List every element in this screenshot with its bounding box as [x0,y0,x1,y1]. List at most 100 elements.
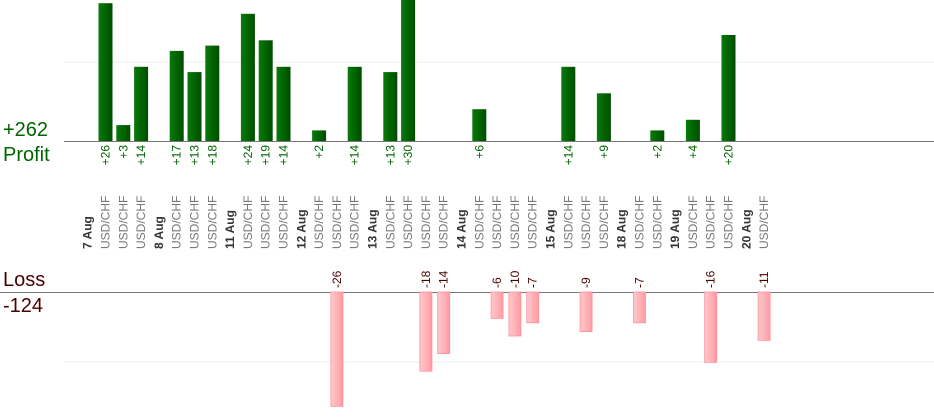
loss-bar [579,291,593,332]
day-date-label: 12 Aug [294,209,308,249]
profit-bar [347,66,362,141]
trade-symbol-label: USD/CHF [241,196,255,249]
profit-bar [312,130,327,141]
day-date-label: 8 Aug [152,216,166,249]
loss-value-label: -10 [508,270,522,288]
loss-label: Loss [3,269,46,291]
loss-bar [419,291,433,372]
loss-value-label: -7 [526,277,540,288]
trade-symbol-label: USD/CHF [312,196,326,249]
profit-bar [116,125,131,141]
day-date-label: 15 Aug [544,209,558,249]
profit-value-label: +9 [597,145,611,159]
trade-symbol-label: USD/CHF [490,196,504,249]
day-date-label: 11 Aug [223,210,237,249]
profit-bar [561,66,576,141]
trade-symbol-label: USD/CHF [561,196,575,249]
loss-value-label: -18 [419,270,433,288]
trade-symbol-label: USD/CHF [99,196,113,249]
category-labels: 7 Aug USD/CHF +26 USD/CHF +3 USD/CHF +14 8 Aug U… [81,145,771,288]
loss-value-label: -14 [437,270,451,288]
profit-value-label: +4 [686,145,700,159]
profit-bar [650,130,665,141]
profit-bar [276,66,291,141]
trade-symbol-label: USD/CHF [383,196,397,249]
loss-bar [633,291,646,324]
profit-value-label: +14 [561,145,575,166]
loss-value-label: -16 [704,270,718,288]
profit-value-label: +24 [241,145,255,166]
loss-total: -124 [3,295,44,317]
trade-symbol-label: USD/CHF [205,196,219,249]
profit-value-label: +14 [277,145,291,166]
trade-symbol-label: USD/CHF [419,196,433,249]
profit-label: Profit [3,144,50,166]
trade-symbol-label: USD/CHF [259,196,273,249]
trade-symbol-label: USD/CHF [116,196,130,249]
profit-value-label: +18 [205,145,219,166]
profit-bar [134,66,149,141]
profit-bar [401,0,416,141]
trade-symbol-label: USD/CHF [472,196,486,249]
profit-bar [596,93,611,141]
trade-symbol-label: USD/CHF [277,196,291,249]
trade-symbol-label: USD/CHF [134,196,148,249]
trade-symbol-label: USD/CHF [401,196,415,249]
loss-bar [508,291,522,337]
loss-bar [490,291,504,319]
profit-bar [472,109,487,141]
profit-value-label: +13 [188,145,202,166]
trade-symbol-label: USD/CHF [722,196,736,249]
profit-value-label: +13 [383,145,397,166]
trade-symbol-label: USD/CHF [597,196,611,249]
profit-bar [721,35,736,141]
trade-symbol-label: USD/CHF [757,196,771,249]
profit-bar [187,72,202,141]
profit-value-label: +14 [348,145,362,166]
day-date-label: 19 Aug [668,209,682,249]
loss-value-label: -9 [579,277,593,288]
profit-value-label: +17 [170,145,184,166]
loss-bar [704,291,718,363]
day-date-label: 13 Aug [366,209,380,249]
trade-symbol-label: USD/CHF [526,196,540,249]
profit-bar [205,45,220,141]
trade-symbol-label: USD/CHF [330,196,344,249]
profit-bar [169,50,184,141]
loss-bars [330,291,771,407]
trade-symbol-label: USD/CHF [437,196,451,249]
profit-bar [685,119,700,141]
trade-symbol-label: USD/CHF [188,196,202,249]
loss-value-label: -26 [330,270,344,288]
grid-lines [0,61,934,363]
profit-value-label: +6 [472,145,486,159]
loss-value-label: -6 [490,277,504,288]
trade-symbol-label: USD/CHF [508,196,522,249]
profit-bar [240,13,255,141]
day-date-label: 7 Aug [81,216,95,249]
loss-bar [757,291,771,341]
profit-value-label: +20 [722,145,736,166]
trade-symbol-label: USD/CHF [170,196,184,249]
loss-bar [526,291,540,324]
profit-total: +262 [3,119,49,141]
trade-symbol-label: USD/CHF [686,196,700,249]
day-date-label: 20 Aug [739,209,753,249]
loss-bar [437,291,451,354]
day-date-label: 14 Aug [455,209,469,249]
profit-value-label: +30 [401,145,415,166]
profit-value-label: +26 [99,145,113,166]
profit-value-label: +2 [312,145,326,159]
profit-bar [383,72,398,141]
trade-symbol-label: USD/CHF [348,196,362,249]
trade-symbol-label: USD/CHF [579,196,593,249]
profit-value-label: +19 [259,145,273,166]
loss-value-label: -7 [633,277,647,288]
profit-bars [98,0,736,142]
loss-bar [330,291,344,407]
trade-symbol-label: USD/CHF [633,196,647,249]
day-date-label: 18 Aug [615,209,629,249]
profit-value-label: +2 [650,145,664,159]
loss-value-label: -11 [757,271,771,288]
